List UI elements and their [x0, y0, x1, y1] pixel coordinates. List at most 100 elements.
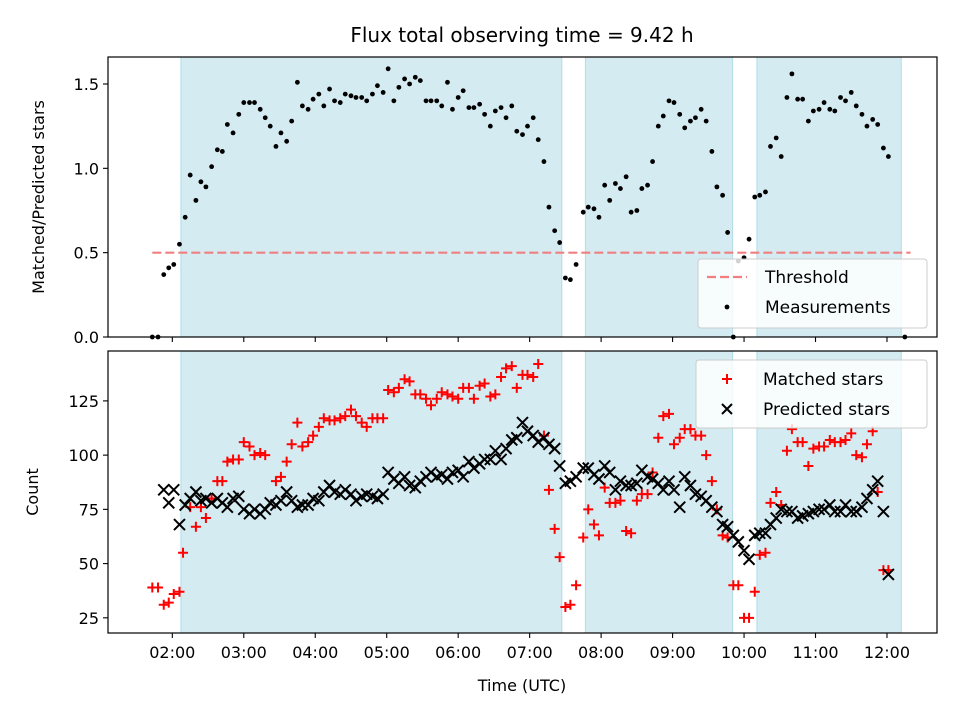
predicted-star-point-12: [221, 500, 234, 514]
predicted-star-point-122: [812, 503, 826, 516]
matched-star-point-34: [335, 413, 346, 424]
predicted-star-point-55: [451, 464, 465, 477]
measurement-point-27: [294, 79, 300, 85]
top-panel-ratio: 0.0 0.5 1.0 1.5 Matched/Predicted stars Thr…: [29, 56, 938, 347]
measurement-point-75: [552, 228, 558, 234]
measurement-point-85: [607, 197, 613, 203]
measurement-point-72: [535, 137, 541, 143]
predicted-star-point-60: [478, 453, 491, 466]
measurement-point-102: [698, 106, 704, 112]
matched-star-point-63: [490, 389, 501, 400]
measurement-point-14: [224, 122, 230, 127]
matched-star-point-30: [313, 421, 324, 432]
legend-predicted-swatch: [721, 403, 733, 415]
measurement-point-23: [273, 143, 279, 149]
measurement-point-121: [800, 96, 806, 102]
predicted-star-point-67: [516, 416, 529, 429]
measurement-point-47: [402, 76, 407, 82]
matched-star-point-44: [388, 387, 399, 398]
matched-star-point-18: [244, 441, 255, 452]
predicted-star-point-78: [577, 461, 590, 475]
predicted-star-point-26: [296, 498, 309, 512]
predicted-star-point-134: [877, 505, 890, 518]
matched-star-point-16: [233, 454, 244, 465]
matched-star-point-91: [642, 489, 653, 500]
measurement-point-5: [177, 241, 182, 247]
measurement-point-54: [439, 103, 445, 109]
measurement-point-55: [445, 79, 450, 85]
matched-star-point-113: [760, 547, 771, 558]
top-y-axis: 0.0 0.5 1.0 1.5: [74, 75, 108, 347]
measurement-point-34: [332, 98, 337, 104]
matched-stars-series: [147, 359, 894, 623]
predicted-star-point-114: [769, 511, 783, 525]
matched-star-point-33: [329, 415, 340, 426]
measurement-point-116: [773, 135, 779, 141]
xtick-label-1: 03:00: [221, 643, 267, 662]
measurement-point-15: [230, 130, 236, 136]
matched-star-point-124: [819, 441, 830, 452]
measurement-point-125: [821, 100, 827, 105]
measurement-point-52: [428, 98, 434, 104]
predicted-star-point-66: [510, 431, 523, 444]
measurement-point-134: [870, 117, 876, 122]
measurement-point-17: [241, 100, 247, 105]
measurement-point-57: [455, 95, 461, 100]
measurement-point-123: [810, 108, 816, 114]
predicted-star-point-47: [409, 481, 422, 494]
predicted-star-point-64: [499, 442, 513, 455]
measurement-point-131: [853, 103, 859, 109]
measurement-point-44: [385, 66, 391, 72]
matched-star-point-110: [744, 612, 755, 623]
measurement-point-56: [450, 106, 455, 112]
measurement-point-126: [827, 106, 833, 112]
matched-star-point-114: [765, 497, 776, 508]
measurement-point-33: [327, 86, 332, 92]
matched-star-point-56: [453, 393, 464, 404]
predicted-star-point-69: [527, 429, 540, 442]
bottom-y-axis: 25 50 75 100 125: [68, 392, 108, 628]
matched-star-point-59: [468, 393, 479, 404]
predicted-star-point-108: [737, 544, 751, 557]
top-axes-frame: [107, 56, 938, 338]
matched-star-point-120: [797, 437, 808, 448]
matched-star-point-95: [664, 408, 675, 419]
measurement-point-113: [757, 192, 763, 198]
predicted-star-point-109: [742, 553, 756, 566]
legend-measurements-swatch: [724, 304, 730, 310]
measurement-point-94: [655, 123, 661, 129]
predicted-star-point-81: [592, 472, 606, 486]
xtick-label-3: 05:00: [364, 643, 410, 662]
matched-star-point-21: [260, 450, 271, 461]
predicted-star-point-116: [780, 505, 794, 518]
predicted-star-point-4: [178, 498, 192, 512]
predicted-star-point-86: [619, 479, 633, 492]
matched-star-point-82: [593, 530, 604, 541]
matched-star-point-128: [840, 434, 851, 445]
predicted-star-point-63: [494, 453, 508, 466]
measurement-point-36: [342, 91, 348, 97]
matched-star-point-77: [565, 599, 576, 610]
predicted-star-point-94: [662, 474, 676, 488]
predicted-star-point-93: [657, 483, 670, 497]
matched-star-point-79: [578, 532, 589, 543]
predicted-star-point-45: [398, 470, 411, 484]
measurement-point-97: [671, 100, 677, 105]
matched-star-point-26: [292, 417, 303, 428]
measurement-point-78: [567, 277, 573, 283]
measurement-point-130: [848, 90, 854, 95]
measurement-point-58: [460, 88, 466, 94]
legend-predicted-label: Predicted stars: [763, 400, 890, 420]
predicted-star-point-84: [609, 483, 622, 497]
measurement-point-2: [161, 272, 167, 277]
measurement-point-84: [602, 182, 608, 188]
matched-star-point-50: [421, 393, 432, 404]
measurement-point-101: [693, 115, 698, 121]
matched-star-point-23: [275, 471, 286, 482]
measurement-point-133: [864, 123, 870, 129]
predicted-star-point-1: [162, 496, 175, 510]
measurement-point-115: [768, 143, 773, 149]
matched-star-point-70: [528, 372, 539, 383]
measurement-point-129: [843, 98, 848, 104]
